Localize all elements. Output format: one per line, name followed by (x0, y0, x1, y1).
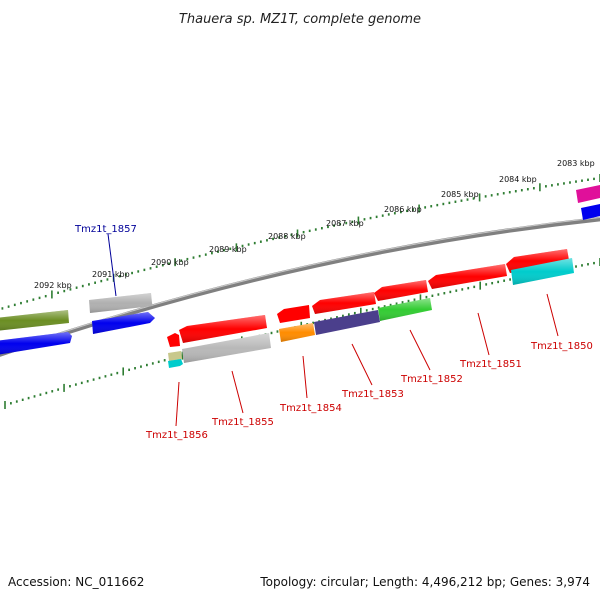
reverse-strand-genes (0, 204, 600, 368)
gene-gray-wide-gloss (182, 333, 271, 363)
gene-purple[interactable] (314, 310, 380, 335)
gene-tmz1t-1854[interactable] (277, 305, 310, 323)
gene-label-tmz1t-1854[interactable]: Tmz1t_1854 (279, 403, 342, 414)
label-leader-lines (107, 233, 559, 427)
gene-label-tmz1t-1853[interactable]: Tmz1t_1853 (341, 389, 404, 400)
gene-labels: Tmz1t_1857 Tmz1t_1856 Tmz1t_1855 Tmz1t_1… (74, 224, 593, 441)
gene-blue-mid-gloss (92, 312, 155, 334)
gene-label-tmz1t-1851[interactable]: Tmz1t_1851 (459, 359, 522, 370)
gene-tmz1t-1857-gloss (89, 293, 153, 313)
kbp-label-2090: 2090 kbp (151, 258, 189, 267)
leader-1851 (477, 312, 490, 356)
gene-tmz1t-1851-gloss (428, 264, 507, 289)
leader-1854 (302, 355, 308, 399)
gene-blue-left-gloss (0, 332, 72, 355)
kbp-label-2086: 2086 kbp (384, 205, 422, 214)
kbp-label-2085: 2085 kbp (441, 190, 479, 199)
leader-1857 (107, 233, 117, 297)
backbone-arc (0, 216, 600, 357)
gene-cyan-small[interactable] (168, 359, 183, 368)
outer-ruler (1, 174, 600, 310)
kbp-label-2091: 2091 kbp (92, 270, 130, 279)
gene-tmz1t-1855-gloss (179, 315, 267, 343)
gene-label-tmz1t-1852[interactable]: Tmz1t_1852 (400, 374, 463, 385)
gene-blue-right[interactable] (581, 204, 600, 220)
kbp-label-2087: 2087 kbp (326, 219, 364, 228)
genome-summary-text: Topology: circular; Length: 4,496,212 bp… (259, 575, 590, 589)
gene-green-gloss (378, 298, 432, 321)
ruler-labels: 2083 kbp 2084 kbp 2085 kbp 2086 kbp 2087… (34, 159, 595, 290)
leader-1850 (546, 293, 559, 337)
gene-olive-gloss (0, 310, 69, 331)
gene-red-small-left[interactable] (167, 333, 180, 347)
leader-1855 (231, 370, 244, 414)
gene-label-tmz1t-1855[interactable]: Tmz1t_1855 (211, 417, 274, 428)
kbp-label-2089: 2089 kbp (209, 245, 247, 254)
forward-strand-genes (0, 185, 600, 347)
kbp-label-2083: 2083 kbp (557, 159, 595, 168)
leader-1852 (409, 329, 431, 371)
gene-tmz1t-1856[interactable] (168, 351, 182, 361)
leader-1856 (175, 381, 180, 427)
map-title: Thauera sp. MZ1T, complete genome (179, 12, 421, 27)
gene-orange-gloss (279, 323, 315, 342)
gene-label-tmz1t-1857[interactable]: Tmz1t_1857 (74, 224, 137, 235)
gene-magenta[interactable] (576, 185, 600, 203)
gene-cyan-right-gloss (511, 258, 574, 285)
kbp-label-2084: 2084 kbp (499, 175, 537, 184)
gene-tmz1t-1853-gloss (312, 292, 376, 314)
kbp-label-2092: 2092 kbp (34, 281, 72, 290)
accession-text: Accession: NC_011662 (8, 575, 144, 589)
gene-tmz1t-1850-gloss (506, 249, 569, 273)
gene-tmz1t-1852-gloss (374, 280, 428, 301)
kbp-label-2088: 2088 kbp (268, 232, 306, 241)
gene-label-tmz1t-1850[interactable]: Tmz1t_1850 (530, 341, 593, 352)
leader-1853 (351, 343, 373, 386)
gene-label-tmz1t-1856[interactable]: Tmz1t_1856 (145, 430, 208, 441)
backbone-highlight (0, 217, 600, 354)
